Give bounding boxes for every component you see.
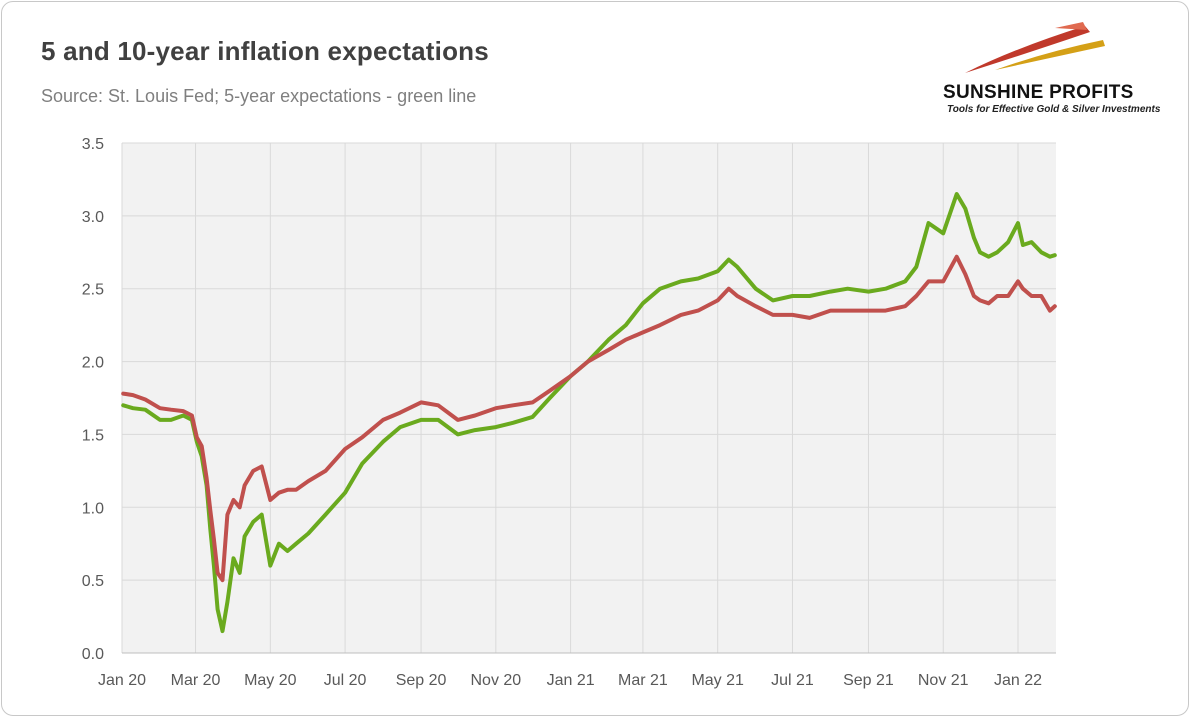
- x-tick-label: Jul 20: [324, 672, 367, 689]
- chart-title: 5 and 10-year inflation expectations: [41, 36, 489, 66]
- series-lines: [121, 192, 1057, 634]
- x-tick-label: May 20: [244, 672, 297, 689]
- x-tick-label: Jan 20: [98, 672, 146, 689]
- y-tick-label: 1.0: [82, 500, 104, 517]
- x-tick-label: Mar 21: [618, 672, 668, 689]
- x-tick-label: Sep 20: [396, 672, 447, 689]
- logo-name: SUNSHINE PROFITS: [943, 82, 1134, 103]
- y-tick-label: 0.5: [82, 573, 104, 590]
- x-tick-label: Mar 20: [171, 672, 221, 689]
- series-line-red: [121, 254, 1057, 583]
- x-tick-label: May 21: [691, 672, 744, 689]
- y-tick-label: 0.0: [82, 646, 104, 663]
- x-tick-label: Jan 21: [547, 672, 595, 689]
- series-line-green: [121, 192, 1057, 634]
- y-tick-label: 3.5: [82, 136, 104, 153]
- y-tick-label: 2.0: [82, 355, 104, 372]
- logo-tagline: Tools for Effective Gold & Silver Invest…: [947, 104, 1161, 115]
- logo-swoosh-icon: [965, 22, 1105, 73]
- y-tick-label: 2.5: [82, 282, 104, 299]
- x-tick-label: Jul 21: [771, 672, 814, 689]
- grid: [121, 142, 1056, 654]
- x-tick-label: Nov 21: [918, 672, 969, 689]
- plot-area: [122, 143, 1056, 653]
- x-tick-label: Sep 21: [843, 672, 894, 689]
- y-tick-label: 1.5: [82, 427, 104, 444]
- sunshine-profits-logo: SUNSHINE PROFITS Tools for Effective Gol…: [935, 18, 1175, 118]
- y-axis-ticks: 0.0 0.5 1.0 1.5 2.0 2.5 3.0 3.5: [82, 136, 104, 663]
- x-axis-ticks: Jan 20 Mar 20 May 20 Jul 20 Sep 20 Nov 20 Jan …: [98, 672, 1042, 689]
- chart-subtitle: Source: St. Louis Fed; 5-year expectatio…: [41, 86, 477, 106]
- x-tick-label: Nov 20: [470, 672, 521, 689]
- x-tick-label: Jan 22: [994, 672, 1042, 689]
- y-tick-label: 3.0: [82, 209, 104, 226]
